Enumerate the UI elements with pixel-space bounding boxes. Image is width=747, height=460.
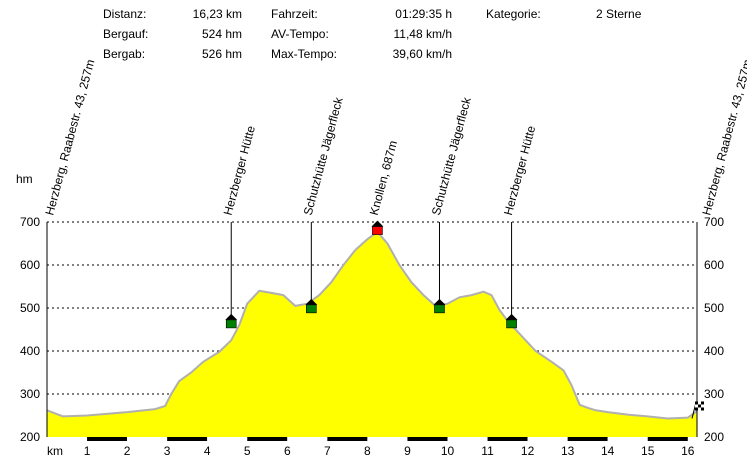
waypoint-label: Knollen, 687m xyxy=(367,139,400,217)
y-tick-label-right: 600 xyxy=(704,258,724,272)
km-bar-segment xyxy=(407,437,448,441)
avg-speed-value: 11,48 km/h xyxy=(393,27,452,41)
y-tick-label-left: 600 xyxy=(20,258,40,272)
km-bar-segment xyxy=(567,437,608,441)
x-tick-label: 14 xyxy=(601,444,615,458)
y-tick-label-right: 700 xyxy=(704,215,724,229)
y-tick-label-right: 500 xyxy=(704,301,724,315)
waypoint-roof-icon xyxy=(305,298,318,305)
flag-check xyxy=(698,401,701,405)
waypoint-roof-icon xyxy=(371,220,384,227)
x-tick-label: 10 xyxy=(441,444,455,458)
km-bar-segment xyxy=(487,437,528,441)
waypoint-label: Schutzhütte Jägerfleck xyxy=(301,95,346,217)
x-tick-label: 16 xyxy=(681,444,695,458)
y-tick-label-left: 300 xyxy=(20,387,40,401)
hut-marker-icon xyxy=(225,319,237,329)
km-bar-segment xyxy=(207,437,248,441)
y-tick-label-right: 300 xyxy=(704,387,724,401)
waypoint-label: Schutzhütte Jägerfleck xyxy=(429,95,474,217)
km-bar-segment xyxy=(647,437,688,441)
flag-check xyxy=(701,404,704,408)
x-tick-label: 13 xyxy=(561,444,575,458)
km-bar-segment xyxy=(127,437,168,441)
x-tick-label: 4 xyxy=(204,444,211,458)
x-tick-label: 3 xyxy=(164,444,171,458)
elevation-outline xyxy=(46,230,698,420)
category-value: 2 Sterne xyxy=(596,7,642,21)
hut-marker-icon xyxy=(306,304,317,314)
flag-check xyxy=(698,407,701,411)
descent-value: 526 hm xyxy=(201,47,242,61)
km-bar-segment xyxy=(447,437,488,441)
x-tick-label: 7 xyxy=(324,444,331,458)
km-bar-segment xyxy=(367,437,408,441)
x-tick-label: 8 xyxy=(364,444,371,458)
ascent-label: Bergauf: xyxy=(103,27,149,41)
y-tick-label-left: 200 xyxy=(20,430,40,444)
x-tick-label: 1 xyxy=(84,444,91,458)
descent-label: Bergab: xyxy=(103,47,146,61)
max-speed-value: 39,60 km/h xyxy=(392,47,452,61)
x-tick-label: 11 xyxy=(481,444,494,458)
x-tick-label: 15 xyxy=(641,444,655,458)
km-bar-segment xyxy=(167,437,208,441)
waypoint-label: Herzberger Hütte xyxy=(501,124,538,217)
flag-check xyxy=(695,407,698,411)
x-tick-label: 9 xyxy=(404,444,411,458)
summit-marker-icon xyxy=(372,226,383,235)
flag-check xyxy=(701,401,704,405)
km-bar-segment xyxy=(47,437,88,441)
x-tick-label: 6 xyxy=(284,444,291,458)
km-bar-segment xyxy=(327,437,368,441)
waypoint-roof-icon xyxy=(433,298,446,305)
category-label: Kategorie: xyxy=(486,7,541,21)
time-label: Fahrzeit: xyxy=(271,7,318,21)
max-speed-label: Max-Tempo: xyxy=(271,47,338,61)
avg-speed-label: AV-Tempo: xyxy=(271,27,329,41)
km-bar-segment xyxy=(607,437,648,441)
waypoint-roof-icon xyxy=(225,313,238,320)
elevation-area xyxy=(47,231,697,437)
finish-flag-icon xyxy=(691,401,704,419)
flag-check xyxy=(701,407,704,411)
y-tick-label-right: 200 xyxy=(704,430,724,444)
waypoint-label: Herzberger Hütte xyxy=(221,124,258,217)
waypoint-label: Herzberg, Raabestr. 43, 257m xyxy=(42,58,97,217)
flag-check xyxy=(698,404,701,408)
waypoint-label: Herzberg, Raabestr. 43, 257m xyxy=(699,58,747,217)
x-tick-label: 2 xyxy=(124,444,131,458)
y-tick-label-left: 400 xyxy=(20,344,40,358)
hut-marker-icon xyxy=(434,304,445,314)
waypoint-roof-icon xyxy=(505,313,518,320)
x-axis-label: km xyxy=(47,444,63,458)
flag-check xyxy=(695,401,698,405)
ascent-value: 524 hm xyxy=(201,27,242,41)
y-tick-label-right: 400 xyxy=(704,344,724,358)
km-bar-segment xyxy=(87,437,128,441)
x-tick-label: 5 xyxy=(244,444,251,458)
km-bar-segment xyxy=(527,437,568,441)
y-tick-label-left: 500 xyxy=(20,301,40,315)
x-tick-label: 12 xyxy=(521,444,535,458)
tour-stats: Distanz: 16,23 km Bergauf: 524 hm Bergab… xyxy=(0,0,747,70)
flag-check xyxy=(695,404,698,408)
time-value: 01:29:35 h xyxy=(395,7,452,21)
y-tick-label-left: 700 xyxy=(20,215,40,229)
km-bar-segment xyxy=(247,437,288,441)
distance-value: 16,23 km xyxy=(192,7,242,21)
distance-label: Distanz: xyxy=(103,7,147,21)
km-bar-segment xyxy=(287,437,328,441)
y-axis-label: hm xyxy=(16,172,33,186)
hut-marker-icon xyxy=(506,319,517,329)
